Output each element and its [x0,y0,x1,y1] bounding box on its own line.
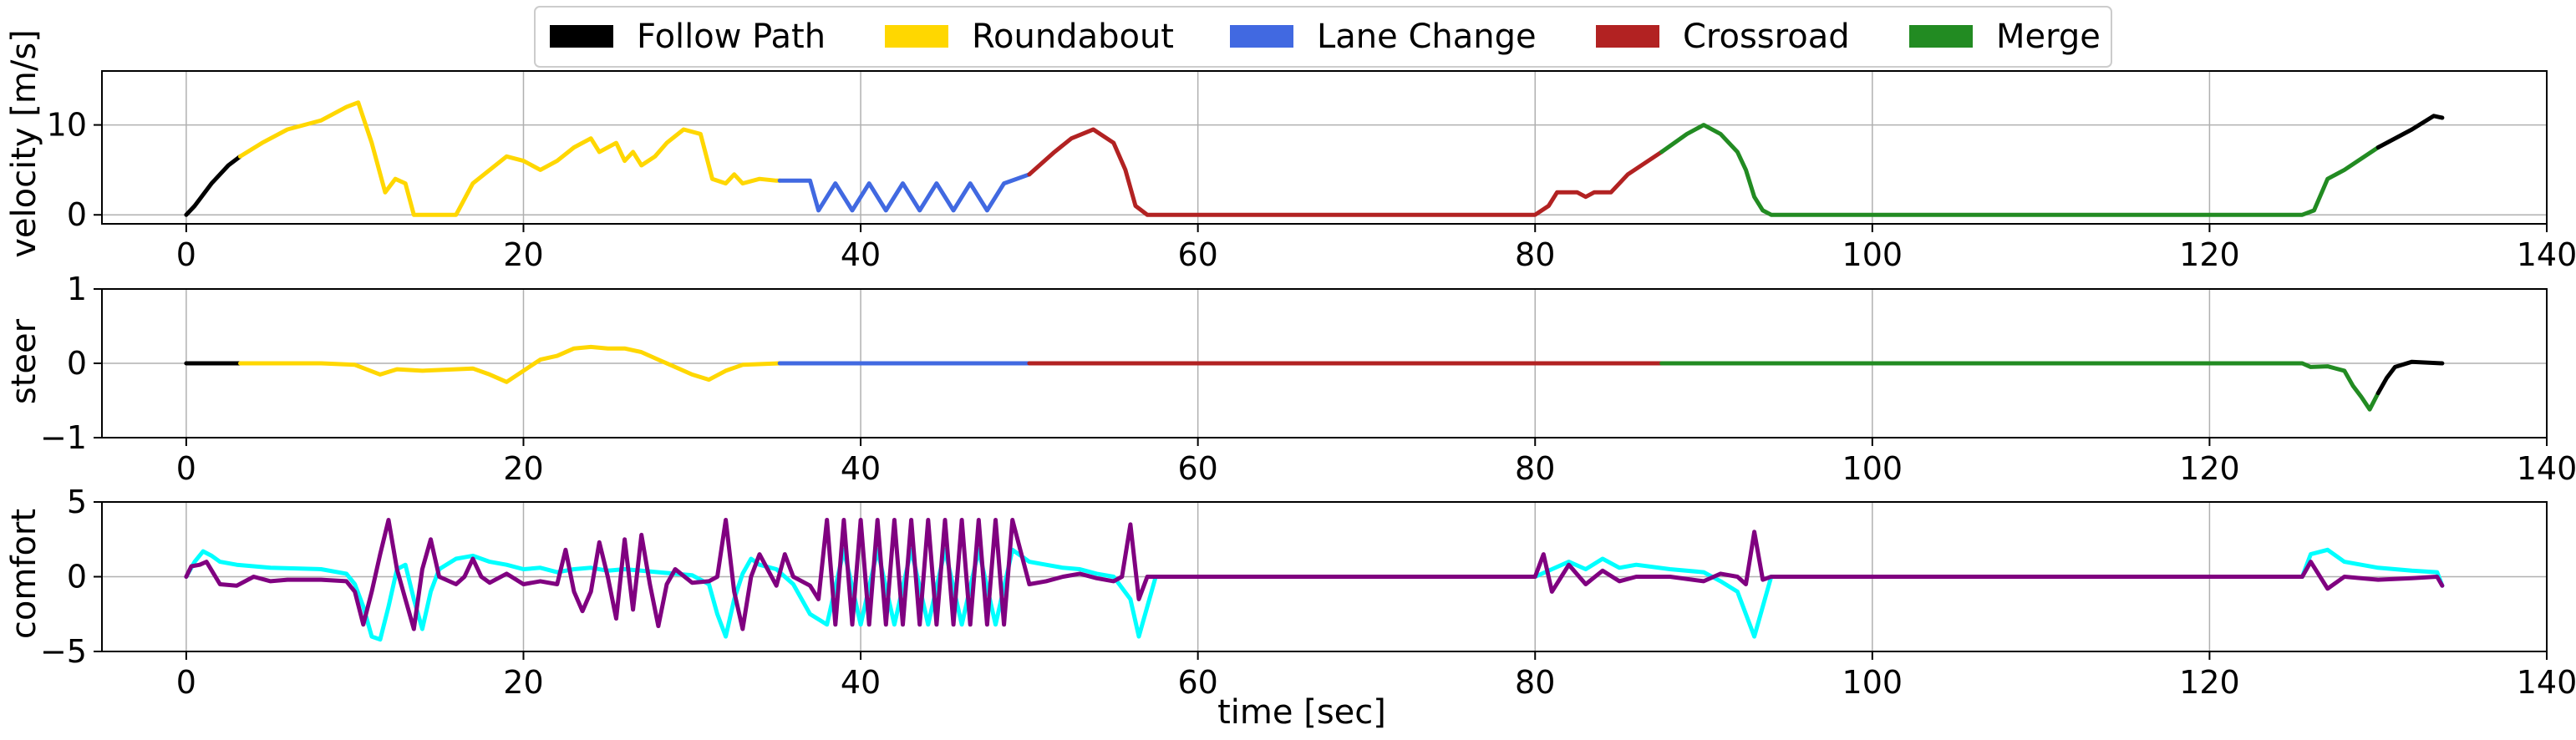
legend-label-lane-change: Lane Change [1317,18,1537,56]
steer-xtick-label: 40 [841,450,881,487]
steer-ytick-label: 1 [67,271,87,307]
panel-steer: 0 20 40 60 80 100 120 140 −1 0 1 steer [5,271,2576,487]
steer-xtick-label: 120 [2179,450,2240,487]
steer-ytick-label: −1 [40,419,87,456]
comfort-xtick-label: 20 [503,664,543,701]
steer-ytick-label: 0 [67,345,87,382]
panel-comfort: 0 20 40 60 80 100 120 140 −5 0 5 comfort [5,484,2576,701]
legend-swatch-merge [1909,25,1973,48]
velocity-line-follow-path-0 [184,154,242,217]
steer-ylabel: steer [5,318,43,404]
steer-xtick-label: 100 [1842,450,1903,487]
legend-label-merge: Merge [1996,18,2101,56]
comfort-ylabel: comfort [5,509,43,639]
legend-label-crossroad: Crossroad [1683,18,1850,56]
steer-xtick-label: 0 [176,450,196,487]
steer-line-follow-path-5 [2375,359,2445,396]
velocity-ytick-label: 10 [47,107,87,144]
legend-swatch-crossroad [1596,25,1659,48]
steer-line-merge-4 [1659,361,2380,412]
comfort-line-series-1 [184,518,2445,631]
steer-series [184,344,2445,412]
velocity-xtick-label: 20 [503,236,543,273]
velocity-ticks: 0 20 40 60 80 100 120 140 0 10 [47,107,2576,273]
velocity-xtick-label: 100 [1842,236,1903,273]
legend-label-follow-path: Follow Path [637,18,826,56]
velocity-line-roundabout-1 [238,100,782,217]
velocity-ytick-label: 0 [67,196,87,233]
steer-xtick-label: 80 [1515,450,1555,487]
legend: Follow Path Roundabout Lane Change Cross… [534,6,2112,68]
x-axis-title: time [sec] [1217,693,1386,732]
legend-swatch-follow-path [550,25,613,48]
steer-xtick-label: 140 [2517,450,2576,487]
comfort-axes-frame [101,501,2548,652]
panel-velocity: 0 20 40 60 80 100 120 140 0 10 velocity [m/s] [5,29,2576,273]
velocity-xtick-label: 0 [176,236,196,273]
comfort-xtick-label: 120 [2179,664,2240,701]
steer-axes-frame [101,288,2548,438]
velocity-line-lane-change-2 [777,172,1032,213]
legend-label-roundabout: Roundabout [972,18,1174,56]
comfort-xtick-label: 140 [2517,664,2576,701]
velocity-line-merge-4 [1659,123,2380,217]
comfort-ytick-label: 5 [67,484,87,520]
comfort-xtick-label: 80 [1515,664,1555,701]
steer-xtick-label: 60 [1177,450,1217,487]
velocity-xtick-label: 120 [2179,236,2240,273]
comfort-xtick-label: 60 [1177,664,1217,701]
comfort-ytick-label: 0 [67,559,87,596]
steer-line-roundabout-1 [238,344,782,384]
comfort-ticks: 0 20 40 60 80 100 120 140 −5 0 5 [40,484,2576,701]
comfort-line-series-0 [184,547,2445,642]
legend-frame [534,6,2112,68]
velocity-ylabel: velocity [m/s] [5,29,43,258]
velocity-xtick-label: 40 [841,236,881,273]
velocity-series [184,100,2445,217]
legend-entry-crossroad: Crossroad [1596,18,1850,56]
comfort-xtick-label: 100 [1842,664,1903,701]
comfort-series [184,518,2445,642]
velocity-xtick-label: 60 [1177,236,1217,273]
velocity-line-follow-path-5 [2375,114,2445,150]
velocity-xtick-label: 80 [1515,236,1555,273]
velocity-xtick-label: 140 [2517,236,2576,273]
legend-entry-merge: Merge [1909,18,2101,56]
comfort-xtick-label: 40 [841,664,881,701]
comfort-xtick-label: 0 [176,664,196,701]
legend-entry-follow-path: Follow Path [550,18,826,56]
legend-swatch-lane-change [1230,25,1293,48]
velocity-axes-frame [101,70,2548,225]
steer-xtick-label: 20 [503,450,543,487]
legend-entry-lane-change: Lane Change [1230,18,1537,56]
steer-ticks: 0 20 40 60 80 100 120 140 −1 0 1 [40,271,2576,487]
legend-swatch-roundabout [885,25,948,48]
velocity-line-crossroad-3 [1027,127,1664,217]
legend-entry-roundabout: Roundabout [885,18,1174,56]
comfort-ytick-label: −5 [40,633,87,670]
